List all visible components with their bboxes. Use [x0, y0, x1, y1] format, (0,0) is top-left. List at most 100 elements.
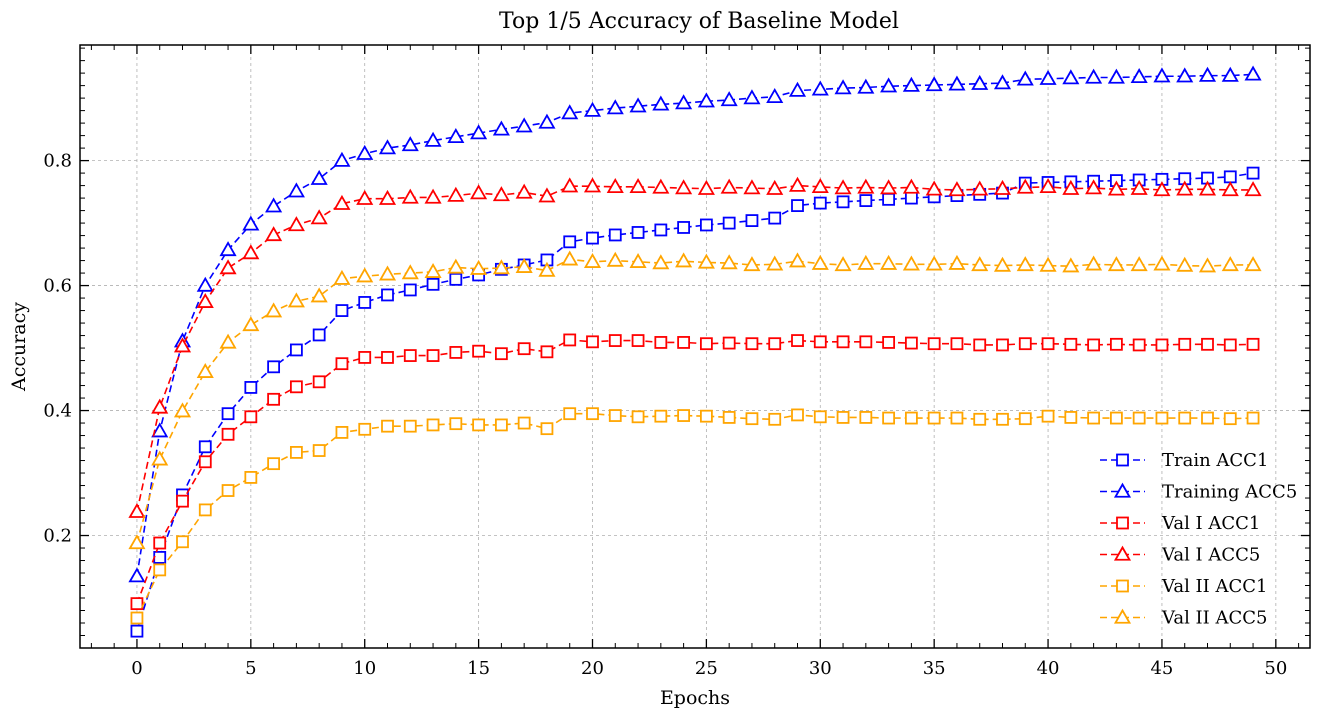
data-point [697, 92, 715, 108]
data-point [1085, 179, 1103, 195]
data-point [927, 411, 941, 425]
data-point [1176, 180, 1194, 196]
data-point [1109, 411, 1123, 425]
data-point [221, 427, 235, 441]
data-point [699, 409, 713, 423]
data-point [1085, 68, 1103, 84]
data-point [538, 261, 556, 277]
data-point [333, 269, 351, 285]
data-point [629, 97, 647, 113]
data-point [925, 255, 943, 271]
data-point [130, 624, 144, 638]
data-point [358, 296, 372, 309]
data-point [1246, 166, 1260, 180]
series-train-acc1 [130, 166, 1260, 638]
data-point [151, 450, 169, 466]
series-line [136, 184, 1254, 512]
series-line [136, 73, 1254, 577]
legend: Train ACC1 Training ACC5 Val I ACC1 Val I A… [1100, 450, 1297, 629]
legend-label: Val II ACC5 [1161, 608, 1268, 629]
x-axis-label: Epochs [660, 687, 730, 709]
data-point [697, 253, 715, 269]
data-point [335, 426, 349, 439]
data-point [1198, 66, 1217, 82]
data-point [811, 178, 829, 193]
data-point [173, 402, 192, 418]
data-point [791, 199, 804, 212]
data-point [198, 440, 212, 454]
y-tick-label: 0.4 [43, 401, 72, 422]
data-point [1223, 338, 1237, 352]
data-point [356, 189, 374, 205]
data-point [811, 80, 829, 96]
data-point [973, 412, 987, 426]
data-point [472, 344, 486, 358]
legend-item: Val II ACC1 [1100, 576, 1268, 597]
data-point [1244, 181, 1262, 197]
x-tick-label: 25 [695, 658, 718, 679]
data-point [743, 179, 761, 195]
data-point [310, 209, 328, 225]
data-point [381, 419, 394, 433]
data-point [720, 254, 738, 270]
data-point [882, 336, 896, 349]
data-point [631, 226, 645, 239]
data-point [675, 179, 693, 195]
data-point [221, 407, 235, 421]
data-point [1062, 257, 1080, 273]
data-point [586, 335, 599, 349]
data-point [857, 254, 875, 270]
series-training-acc5 [128, 65, 1262, 583]
data-point [333, 151, 351, 167]
data-point [447, 128, 465, 144]
series-line [136, 339, 1254, 604]
data-point [470, 124, 488, 140]
x-tick-label: 0 [131, 658, 142, 679]
series-val-ii-acc5 [128, 250, 1262, 550]
data-point [1016, 178, 1034, 194]
data-point [403, 419, 417, 433]
data-point [287, 216, 305, 232]
data-point [948, 75, 966, 91]
data-point [1176, 67, 1194, 83]
data-point [699, 218, 713, 232]
x-tick-label: 15 [467, 658, 490, 679]
data-point [882, 192, 896, 206]
data-point [606, 251, 624, 267]
data-point [583, 253, 602, 268]
data-point [586, 231, 599, 245]
data-point [859, 411, 873, 424]
data-point [834, 79, 852, 95]
data-point [401, 264, 419, 280]
data-point [720, 91, 738, 107]
data-point [1041, 409, 1055, 423]
data-point [768, 211, 782, 225]
data-point [401, 136, 419, 152]
data-point [356, 144, 374, 160]
data-point [219, 259, 237, 275]
data-point [151, 398, 169, 414]
series-line [136, 172, 1254, 632]
data-point [902, 76, 920, 92]
data-point [128, 502, 146, 518]
x-tick-label: 35 [923, 658, 946, 679]
data-point [1132, 411, 1146, 425]
data-point [880, 254, 898, 270]
data-point [1064, 411, 1078, 424]
data-point [904, 411, 918, 425]
data-point [356, 267, 374, 283]
data-point [381, 288, 394, 302]
x-tick-label: 30 [809, 658, 832, 679]
data-point [153, 536, 167, 550]
data-point [378, 139, 397, 155]
data-point [1246, 411, 1260, 425]
data-point [993, 74, 1012, 90]
data-point [563, 333, 577, 347]
data-point [470, 259, 488, 275]
data-point [586, 407, 599, 421]
data-point [196, 293, 214, 308]
data-point [745, 412, 759, 426]
data-point [677, 336, 691, 349]
data-point [1246, 337, 1260, 351]
